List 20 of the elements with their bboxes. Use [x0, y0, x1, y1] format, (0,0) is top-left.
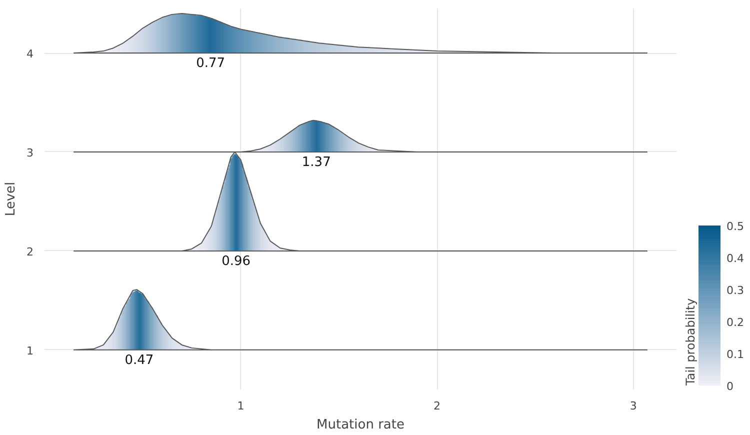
y-tick-label: 1: [26, 344, 34, 358]
x-tick-label: 1: [237, 400, 244, 412]
color-bar-label: 0.4: [726, 252, 744, 265]
color-bar-label: 0.3: [726, 284, 744, 297]
y-tick-label: 4: [26, 48, 34, 61]
annotation: 0.96: [222, 254, 251, 269]
annotation: 1.37: [302, 154, 331, 170]
color-bar-label: 0.1: [726, 348, 744, 361]
x-tick-label: 3: [630, 400, 637, 412]
y-tick-label: 2: [26, 245, 34, 258]
x-axis-title: Mutation rate: [316, 418, 404, 432]
y-tick-label: 3: [26, 146, 34, 160]
annotation: 0.77: [196, 56, 226, 72]
color-bar-label: 0.2: [726, 316, 744, 329]
x-tick-label: 2: [434, 400, 441, 412]
color-bar-label: 0.5: [726, 220, 744, 233]
color-bar-title: Tail probability: [684, 298, 698, 386]
color-bar-label: 0: [726, 380, 734, 393]
y-axis-title: Level: [4, 182, 18, 216]
annotation: 0.47: [124, 352, 154, 368]
